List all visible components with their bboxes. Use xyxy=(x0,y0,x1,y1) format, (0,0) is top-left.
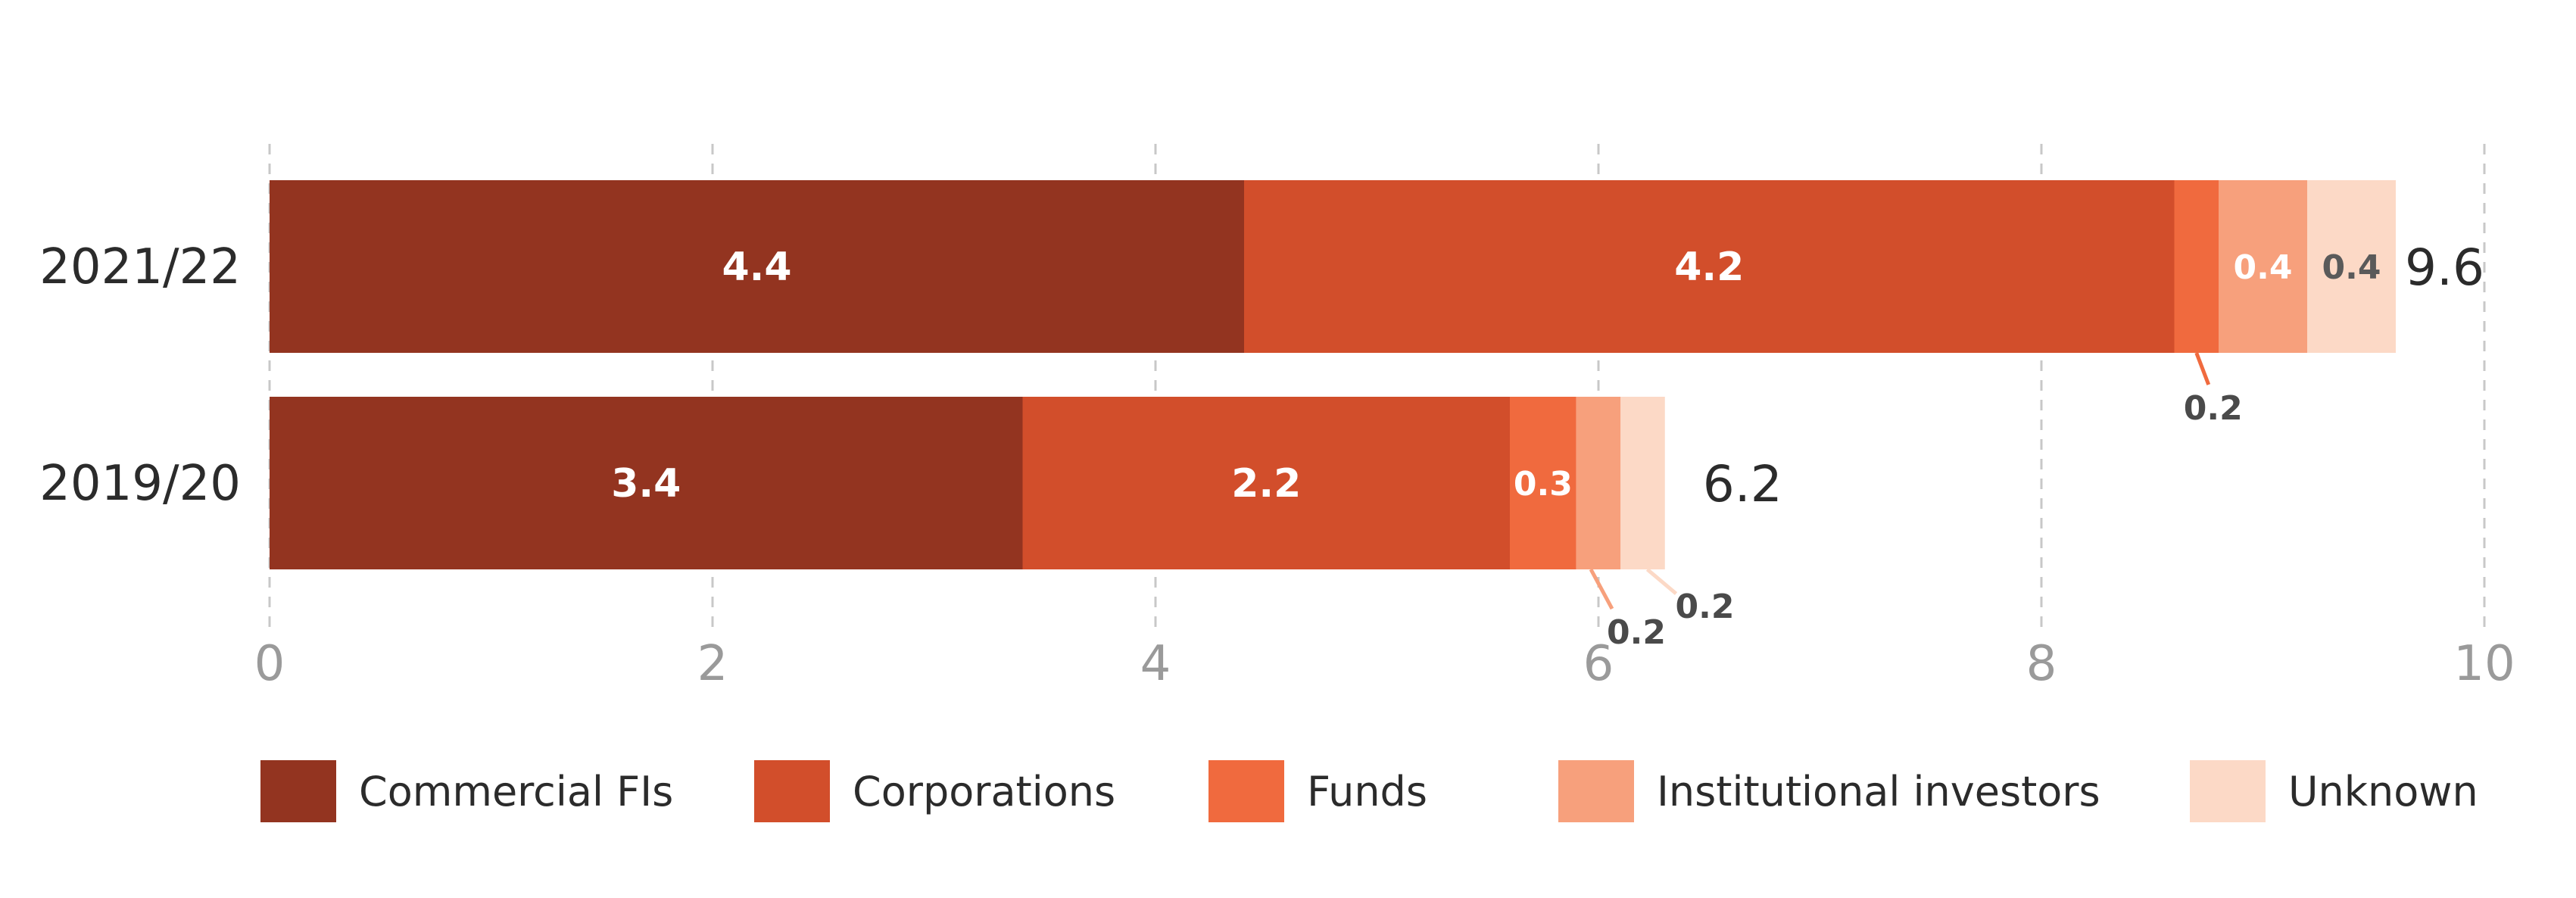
data-label: 3.4 xyxy=(611,461,681,507)
bar-segment xyxy=(1576,397,1621,569)
bar-segment xyxy=(270,397,1023,569)
legend-label: Institutional investors xyxy=(1657,768,2100,815)
legend-swatch xyxy=(2190,760,2266,822)
category-label: 2019/20 xyxy=(39,456,241,512)
bar-segment xyxy=(2219,180,2307,353)
total-label: 6.2 xyxy=(1703,455,1782,513)
legend-swatch xyxy=(1208,760,1284,822)
bar-segment xyxy=(1022,397,1510,569)
data-labels: 4.4 4.2 0.2 0.4 0.4 9.6 3.4 2.2 0.3 0.2 0.2 6.2 xyxy=(611,239,2484,652)
total-label: 9.6 xyxy=(2405,239,2484,297)
legend-swatch xyxy=(260,760,336,822)
bar-segment xyxy=(1510,397,1576,569)
data-label: 4.4 xyxy=(722,245,791,290)
legend-label: Corporations xyxy=(853,768,1115,815)
bar-segment xyxy=(1620,397,1665,569)
legend-label: Funds xyxy=(1307,768,1427,815)
legend-swatch xyxy=(1558,760,1634,822)
x-tick-label: 10 xyxy=(2453,636,2515,692)
leader-line xyxy=(2194,352,2211,385)
leader-line xyxy=(1589,568,1614,610)
x-axis: 0 2 4 6 8 10 xyxy=(254,636,2515,692)
bar-segment xyxy=(270,180,1244,353)
legend-label: Unknown xyxy=(2288,768,2478,815)
data-label: 0.4 xyxy=(2234,248,2293,287)
data-label: 0.3 xyxy=(1514,465,1573,504)
x-tick-label: 0 xyxy=(254,636,285,692)
x-tick-label: 6 xyxy=(1583,636,1614,692)
data-label: 0.2 xyxy=(1607,613,1666,652)
data-label: 2.2 xyxy=(1231,461,1301,507)
y-axis-categories: 2021/22 2019/20 xyxy=(39,239,241,512)
bars xyxy=(270,180,2396,569)
x-tick-label: 2 xyxy=(697,636,728,692)
legend: Commercial FIs Corporations Funds Instituti… xyxy=(260,760,2478,822)
data-label: 0.4 xyxy=(2322,248,2381,287)
x-tick-label: 8 xyxy=(2026,636,2057,692)
bar-segment xyxy=(1244,180,2175,353)
category-label: 2021/22 xyxy=(39,239,241,295)
data-label: 4.2 xyxy=(1674,245,1744,290)
bar-segment xyxy=(2174,180,2219,353)
bar-segment xyxy=(2307,180,2396,353)
data-label: 0.2 xyxy=(1676,588,1735,626)
legend-label: Commercial FIs xyxy=(359,768,673,815)
leader-line xyxy=(1645,568,1678,595)
x-tick-label: 4 xyxy=(1140,636,1171,692)
data-label: 0.2 xyxy=(2184,389,2243,428)
legend-swatch xyxy=(754,760,830,822)
